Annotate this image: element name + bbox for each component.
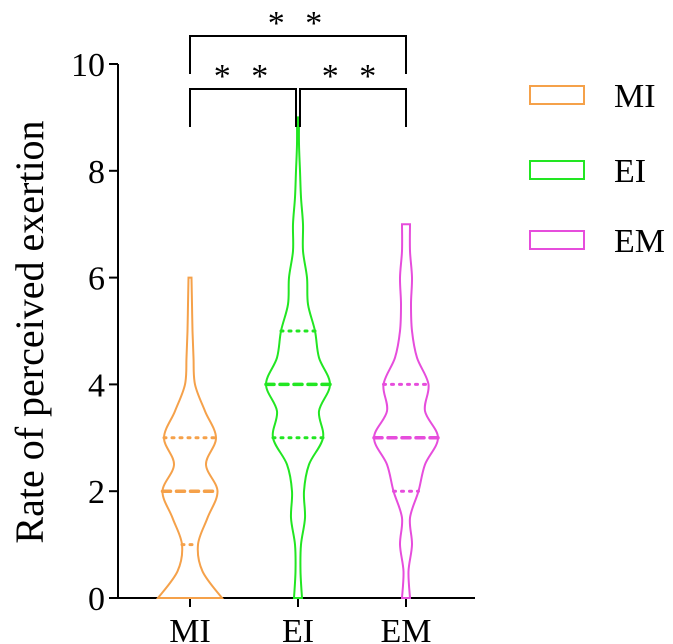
x-tick-label: EM <box>381 613 432 644</box>
significance-bracket <box>299 88 407 127</box>
legend: MI EI EM <box>529 78 665 260</box>
y-tick-label: 6 <box>88 261 105 298</box>
significance-bracket <box>189 88 297 127</box>
legend-label-mi: MI <box>614 78 656 115</box>
legend-swatch-em <box>529 230 585 250</box>
y-tick-label: 4 <box>88 367 105 404</box>
legend-swatch-ei <box>529 160 585 180</box>
significance-label: * * <box>214 58 275 95</box>
legend-label-em: EM <box>614 223 665 260</box>
y-tick-label: 10 <box>71 47 105 84</box>
legend-swatch-mi <box>529 85 585 105</box>
significance-brackets: * * * * * * <box>189 5 407 127</box>
significance-label: * * <box>268 5 329 42</box>
x-tick-label: MI <box>169 613 211 644</box>
y-axis-label: Rate of perceived exertion <box>7 120 52 543</box>
violin-em <box>372 223 440 599</box>
significance-bracket <box>189 35 407 74</box>
y-tick-label: 2 <box>88 474 105 511</box>
y-tick-label: 8 <box>88 154 105 191</box>
significance-label: * * <box>322 58 383 95</box>
x-tick-label: EI <box>282 613 314 644</box>
violin-ei <box>264 116 332 599</box>
axes: 0 2 4 6 8 10 MI EI EM <box>71 47 475 644</box>
y-tick-label: 0 <box>88 581 105 618</box>
violins <box>156 116 440 599</box>
legend-label-ei: EI <box>614 153 646 190</box>
